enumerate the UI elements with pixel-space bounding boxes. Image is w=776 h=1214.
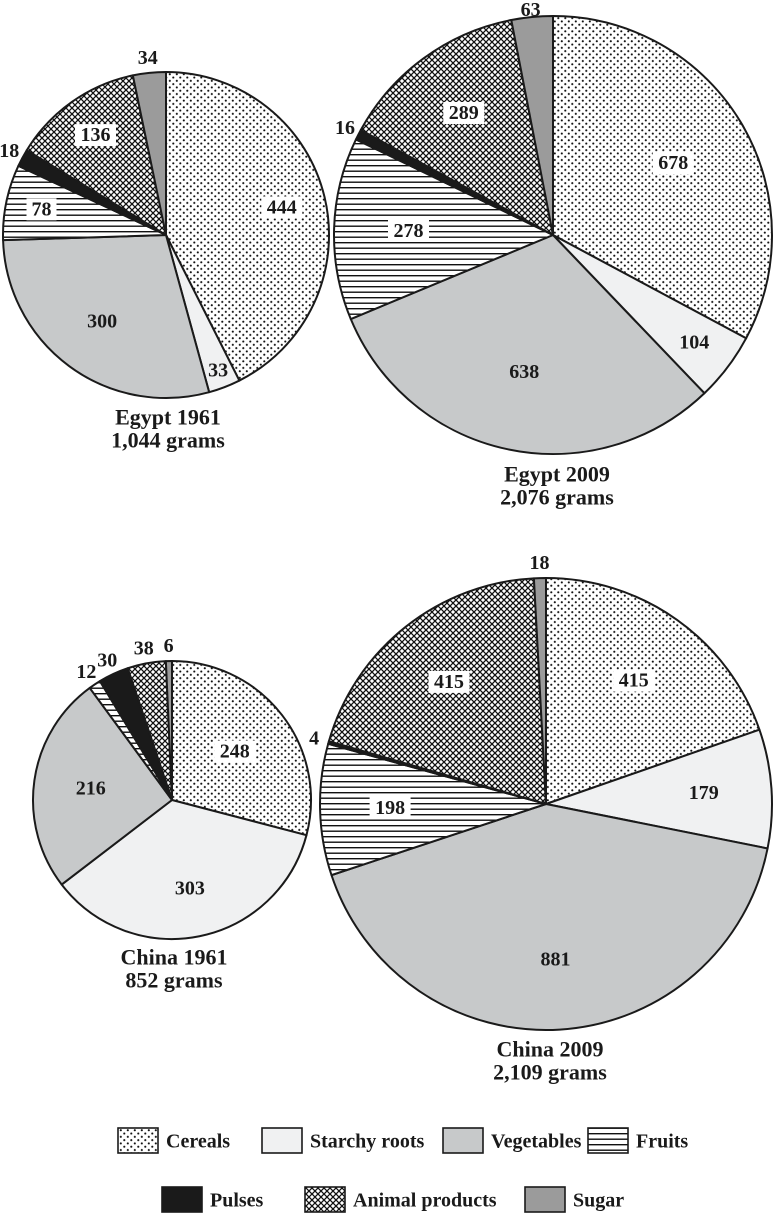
legend-item-cereals: Cereals <box>117 1127 230 1154</box>
value-label-egypt-2009-fruits: 278 <box>394 220 424 242</box>
value-label-egypt-2009-sugar: 63 <box>521 0 541 21</box>
legend-item-animal-products: Animal products <box>304 1186 497 1213</box>
legend-swatch-cereals <box>117 1127 159 1154</box>
legend-swatch-animal-products <box>304 1186 346 1213</box>
value-label-box-egypt-2009-cereals <box>652 152 694 174</box>
value-label-china-1961-animal-products: 38 <box>134 638 154 660</box>
value-label-china-2009-cereals: 415 <box>619 670 649 692</box>
value-label-egypt-1961-sugar: 34 <box>138 47 158 69</box>
value-label-egypt-2009-cereals: 678 <box>658 152 688 174</box>
value-label-box-egypt-1961-fruits <box>26 198 57 221</box>
value-label-china-2009-pulses: 4 <box>309 728 319 750</box>
value-label-china-2009-fruits: 198 <box>375 797 405 819</box>
legend-swatch-fruits <box>587 1127 629 1154</box>
value-label-box-egypt-1961-animal-products <box>75 124 116 147</box>
pie-slice-egypt-2009-cereals <box>552 15 773 340</box>
pie-subtitle-china-1961: 852 grams <box>125 968 223 993</box>
pie-slice-china-1961-vegetables <box>32 686 173 886</box>
legend-label-fruits: Fruits <box>636 1131 688 1153</box>
legend-item-pulses: Pulses <box>161 1186 264 1213</box>
pie-slice-egypt-1961-cereals <box>165 71 331 382</box>
value-label-egypt-2009-vegetables: 638 <box>509 361 539 383</box>
pie-subtitle-china-2009: 2,109 grams <box>493 1060 607 1085</box>
pie-subtitle-egypt-2009: 2,076 grams <box>500 485 614 510</box>
pie-slice-china-2009-sugar <box>532 576 547 805</box>
value-label-china-1961-starchy-roots: 303 <box>175 878 205 900</box>
value-label-box-china-1961-cereals <box>214 740 256 763</box>
value-label-egypt-1961-cereals: 444 <box>267 197 297 219</box>
pie-slice-egypt-2009-fruits <box>333 138 554 321</box>
legend-swatch-sugar <box>524 1186 566 1213</box>
legend-label-animal-products: Animal products <box>353 1190 497 1212</box>
value-label-box-china-2009-animal-products <box>428 670 470 693</box>
value-label-box-china-2009-fruits <box>369 796 411 819</box>
pie-title-china-2009: China 2009 <box>497 1037 604 1062</box>
legend-swatch-starchy-roots <box>261 1127 303 1154</box>
pie-slice-china-1961-starchy-roots <box>60 799 308 940</box>
value-label-egypt-1961-fruits: 78 <box>32 198 52 220</box>
value-label-china-1961-fruits: 12 <box>76 661 96 683</box>
legend-item-vegetables: Vegetables <box>442 1127 582 1154</box>
value-label-china-2009-sugar: 18 <box>530 552 550 574</box>
value-label-china-2009-starchy-roots: 179 <box>689 782 719 804</box>
legend-label-pulses: Pulses <box>210 1190 264 1212</box>
pie-slice-egypt-1961-vegetables <box>2 234 211 399</box>
value-label-china-1961-cereals: 248 <box>220 741 250 763</box>
value-label-egypt-1961-starchy-roots: 33 <box>208 359 228 381</box>
pie-slice-china-2009-vegetables <box>330 803 769 1031</box>
value-label-box-egypt-2009-fruits <box>388 219 429 242</box>
value-label-egypt-2009-starchy-roots: 104 <box>679 331 709 353</box>
value-label-china-1961-sugar: 6 <box>164 635 174 657</box>
legend-swatch-pulses <box>161 1186 203 1213</box>
pie-title-china-1961: China 1961 <box>121 945 228 970</box>
value-label-egypt-1961-animal-products: 136 <box>81 124 111 146</box>
legend-label-vegetables: Vegetables <box>491 1131 582 1153</box>
legend-label-sugar: Sugar <box>573 1190 624 1212</box>
pie-slice-china-2009-fruits <box>319 742 547 877</box>
legend-item-starchy-roots: Starchy roots <box>261 1127 424 1154</box>
legend-label-cereals: Cereals <box>166 1131 230 1153</box>
legend-item-sugar: Sugar <box>524 1186 624 1213</box>
pie-title-egypt-2009: Egypt 2009 <box>504 462 610 487</box>
legend-swatch-vegetables <box>442 1127 484 1154</box>
pie-slice-egypt-1961-animal-products <box>25 74 167 236</box>
pie-slice-china-2009-starchy-roots <box>545 728 773 850</box>
value-label-china-1961-vegetables: 216 <box>76 777 106 799</box>
pie-slice-egypt-2009-animal-products <box>359 19 554 236</box>
value-label-egypt-1961-vegetables: 300 <box>87 311 117 333</box>
value-label-egypt-2009-animal-products: 289 <box>449 102 479 124</box>
legend: Cereals Starchy roots Vegetables Fruits Puls… <box>117 1127 688 1213</box>
pie-slice-china-1961-sugar <box>164 660 173 801</box>
pie-slice-egypt-2009-sugar <box>510 15 554 236</box>
value-label-box-egypt-1961-cereals <box>261 196 303 219</box>
value-label-china-2009-vegetables: 881 <box>541 949 571 971</box>
value-label-china-2009-animal-products: 415 <box>434 671 464 693</box>
pie-title-egypt-1961: Egypt 1961 <box>115 405 221 430</box>
pie-slice-egypt-1961-sugar <box>131 71 167 236</box>
pie-slice-egypt-2009-vegetables <box>349 234 706 455</box>
value-label-china-1961-pulses: 30 <box>97 649 117 671</box>
legend-item-fruits: Fruits <box>587 1127 688 1154</box>
pie-subtitle-egypt-1961: 1,044 grams <box>111 428 225 453</box>
value-label-egypt-1961-pulses: 18 <box>0 140 19 162</box>
value-label-box-egypt-2009-animal-products <box>443 102 485 124</box>
value-label-egypt-2009-pulses: 16 <box>335 117 355 139</box>
legend-label-starchy-roots: Starchy roots <box>310 1131 424 1153</box>
value-label-box-china-2009-cereals <box>613 669 655 692</box>
